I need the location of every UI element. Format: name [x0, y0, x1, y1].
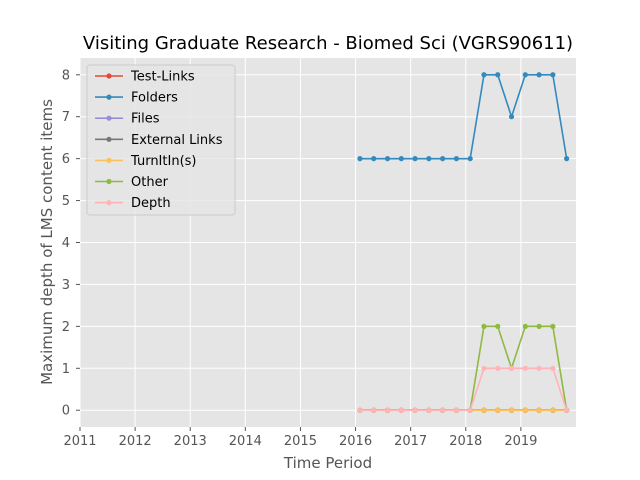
data-point-other — [536, 323, 542, 329]
legend-swatch-marker — [106, 200, 112, 206]
data-point-folders — [467, 156, 473, 162]
y-tick-label: 4 — [62, 236, 70, 251]
x-tick-label: 2017 — [394, 434, 427, 449]
data-point-turnitin-s — [536, 407, 542, 413]
data-point-folders — [357, 156, 363, 162]
legend-label: TurnItIn(s) — [130, 154, 196, 169]
x-tick-label: 2013 — [174, 434, 207, 449]
legend-item-external-links: External Links — [95, 133, 223, 148]
data-point-folders — [453, 156, 460, 162]
y-tick-label: 5 — [62, 194, 70, 209]
legend-item-folders: Folders — [95, 91, 178, 106]
series-line-depth — [359, 367, 568, 412]
data-point-depth — [371, 407, 377, 413]
data-point-turnitin-s — [495, 407, 501, 413]
data-point-folders — [522, 72, 528, 78]
data-point-depth — [564, 407, 570, 413]
data-point-depth — [384, 407, 391, 413]
x-axis-label: Time Period — [283, 454, 372, 472]
x-tick-label: 2015 — [284, 434, 317, 449]
legend-swatch-marker — [106, 94, 112, 100]
data-point-folders — [412, 156, 418, 162]
x-tick-label: 2018 — [449, 434, 482, 449]
data-point-depth — [522, 365, 528, 371]
legend-label: Folders — [131, 91, 178, 106]
series-layer — [357, 72, 570, 413]
chart-title: Visiting Graduate Research - Biomed Sci … — [83, 33, 573, 54]
y-tick-label: 7 — [62, 110, 70, 125]
data-point-depth — [550, 365, 556, 371]
legend: Test-Links Folders Files External Links Turn… — [86, 64, 236, 216]
data-point-other — [522, 323, 528, 329]
legend-swatch-marker — [106, 115, 112, 121]
data-point-other — [495, 323, 501, 329]
data-point-turnitin-s — [481, 407, 487, 413]
legend-label: Files — [131, 112, 160, 127]
legend-item-files: Files — [95, 112, 160, 127]
legend-item-depth: Depth — [95, 196, 171, 211]
x-tick-label: 2016 — [339, 434, 372, 449]
legend-item-other: Other — [95, 175, 169, 190]
x-tick-label: 2019 — [504, 434, 537, 449]
data-point-depth — [495, 365, 501, 371]
data-point-depth — [440, 407, 446, 413]
data-point-other — [481, 323, 487, 329]
data-point-depth — [412, 407, 418, 413]
legend-label: Other — [131, 175, 169, 190]
y-tick-label: 2 — [62, 320, 70, 335]
data-point-folders — [384, 156, 391, 162]
legend-swatch-marker — [106, 136, 112, 142]
data-point-depth — [453, 407, 460, 413]
y-tick-label: 3 — [62, 278, 70, 293]
data-point-folders — [495, 72, 501, 78]
series-folders — [357, 72, 570, 162]
data-point-other — [550, 323, 556, 329]
data-point-depth — [536, 365, 542, 371]
data-point-folders — [564, 156, 570, 162]
series-depth — [357, 365, 570, 413]
data-point-depth — [481, 365, 487, 371]
legend-label: Test-Links — [130, 70, 195, 85]
data-point-depth — [398, 407, 404, 413]
legend-item-test-links: Test-Links — [95, 70, 195, 85]
data-point-folders — [371, 156, 377, 162]
legend-label: External Links — [131, 133, 223, 148]
data-point-turnitin-s — [508, 407, 515, 413]
data-point-folders — [550, 72, 556, 78]
data-point-folders — [536, 72, 542, 78]
series-line-folders — [359, 73, 568, 160]
x-tick-label: 2011 — [63, 434, 96, 449]
legend-swatch-marker — [106, 178, 112, 185]
x-tick-label: 2012 — [119, 434, 152, 449]
data-point-folders — [398, 156, 404, 162]
data-point-folders — [481, 72, 487, 78]
y-tick-label: 8 — [62, 68, 70, 83]
x-axis: 2011 2012 2013 2014 2015 2016 2017 2018 2019 — [63, 427, 537, 449]
data-point-folders — [440, 156, 446, 162]
data-point-folders — [508, 114, 515, 120]
data-point-turnitin-s — [550, 407, 556, 413]
data-point-turnitin-s — [522, 407, 528, 413]
legend-label: Depth — [131, 196, 171, 211]
data-point-depth — [467, 407, 473, 413]
data-point-depth — [426, 407, 432, 413]
y-tick-label: 0 — [62, 404, 70, 419]
data-point-depth — [357, 407, 363, 413]
data-point-folders — [426, 156, 432, 162]
y-axis-label: Maximum depth of LMS content items — [38, 99, 56, 385]
data-point-depth — [508, 365, 515, 371]
x-tick-label: 2014 — [229, 434, 262, 449]
legend-box — [86, 64, 236, 216]
y-tick-label: 1 — [62, 362, 70, 377]
y-axis: 0 1 2 3 4 5 6 7 8 — [62, 68, 80, 419]
y-tick-label: 6 — [62, 152, 70, 167]
legend-swatch-marker — [106, 73, 112, 79]
legend-swatch-marker — [106, 157, 112, 163]
legend-item-turnitin-s: TurnItIn(s) — [95, 154, 196, 169]
